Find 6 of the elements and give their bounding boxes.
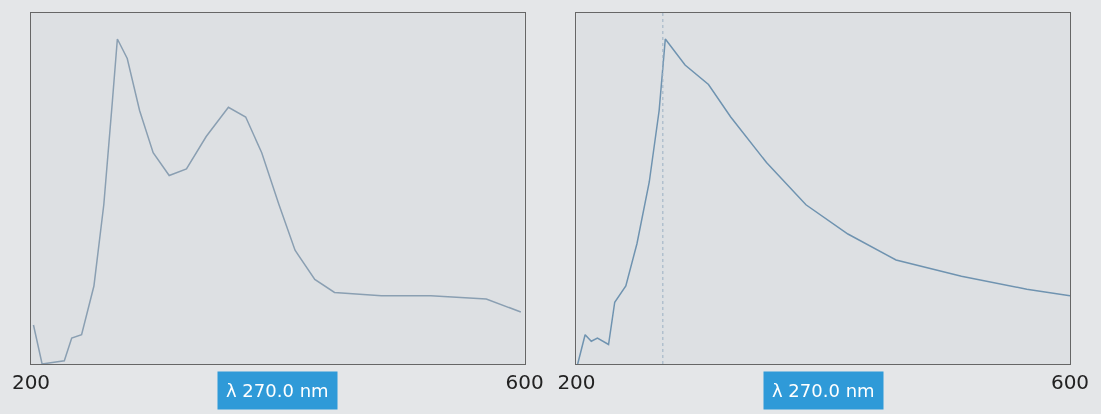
x-tick-label: 600 <box>505 370 544 394</box>
x-tick-label: 200 <box>557 370 596 394</box>
x-axis-title: λ 270.0 nm <box>226 380 329 401</box>
x-tick-label: 200 <box>11 370 51 394</box>
x-axis-title: λ 270.0 nm <box>772 380 875 401</box>
x-tick-label: 600 <box>1050 370 1090 394</box>
